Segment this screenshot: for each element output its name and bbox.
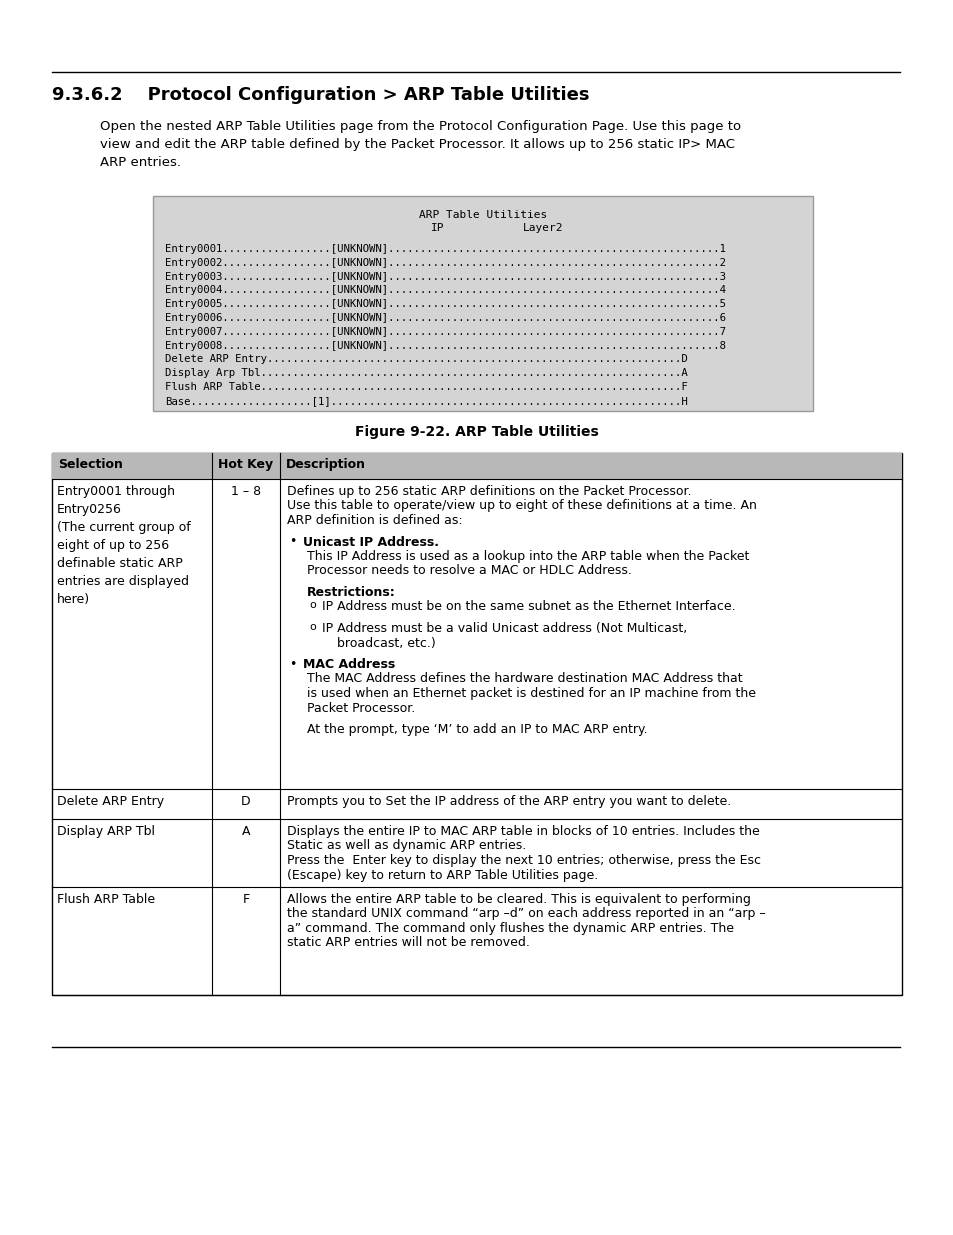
Text: Entry0008.................[UNKNOWN].............................................: Entry0008.................[UNKNOWN].....… <box>165 341 725 351</box>
Text: Processor needs to resolve a MAC or HDLC Address.: Processor needs to resolve a MAC or HDLC… <box>307 564 631 578</box>
Text: view and edit the ARP table defined by the Packet Processor. It allows up to 256: view and edit the ARP table defined by t… <box>100 138 734 151</box>
Text: Display Arp Tbl.................................................................: Display Arp Tbl.........................… <box>165 368 687 378</box>
Text: Base...................[1]......................................................: Base...................[1]..............… <box>165 395 687 406</box>
Text: Prompts you to Set the IP address of the ARP entry you want to delete.: Prompts you to Set the IP address of the… <box>287 795 731 808</box>
Text: Open the nested ARP Table Utilities page from the Protocol Configuration Page. U: Open the nested ARP Table Utilities page… <box>100 120 740 133</box>
Text: Entry0006.................[UNKNOWN].............................................: Entry0006.................[UNKNOWN].....… <box>165 312 725 324</box>
Text: Display ARP Tbl: Display ARP Tbl <box>57 825 154 839</box>
Text: static ARP entries will not be removed.: static ARP entries will not be removed. <box>287 936 529 950</box>
Text: Static as well as dynamic ARP entries.: Static as well as dynamic ARP entries. <box>287 840 526 852</box>
Text: IP Address must be on the same subnet as the Ethernet Interface.: IP Address must be on the same subnet as… <box>322 600 735 614</box>
Text: Entry0003.................[UNKNOWN].............................................: Entry0003.................[UNKNOWN].....… <box>165 272 725 282</box>
Text: Entry0001.................[UNKNOWN].............................................: Entry0001.................[UNKNOWN].....… <box>165 245 725 254</box>
Text: the standard UNIX command “arp –d” on each address reported in an “arp –: the standard UNIX command “arp –d” on ea… <box>287 908 765 920</box>
Text: 9.3.6.2    Protocol Configuration > ARP Table Utilities: 9.3.6.2 Protocol Configuration > ARP Tab… <box>52 86 589 104</box>
Text: Use this table to operate/view up to eight of these definitions at a time. An: Use this table to operate/view up to eig… <box>287 499 756 513</box>
Text: At the prompt, type ‘M’ to add an IP to MAC ARP entry.: At the prompt, type ‘M’ to add an IP to … <box>307 722 647 736</box>
Text: ARP entries.: ARP entries. <box>100 156 181 169</box>
Text: is used when an Ethernet packet is destined for an IP machine from the: is used when an Ethernet packet is desti… <box>307 687 755 700</box>
Text: •: • <box>289 658 296 671</box>
Text: Selection: Selection <box>58 458 123 471</box>
Text: Layer2: Layer2 <box>522 224 562 233</box>
Text: Entry0005.................[UNKNOWN].............................................: Entry0005.................[UNKNOWN].....… <box>165 299 725 309</box>
Text: This IP Address is used as a lookup into the ARP table when the Packet: This IP Address is used as a lookup into… <box>307 550 749 563</box>
Text: Restrictions:: Restrictions: <box>307 585 395 599</box>
Text: Delete ARP Entry: Delete ARP Entry <box>57 795 164 808</box>
Text: Allows the entire ARP table to be cleared. This is equivalent to performing: Allows the entire ARP table to be cleare… <box>287 893 750 906</box>
Text: 1 – 8: 1 – 8 <box>231 485 261 498</box>
Text: Entry0001 through
Entry0256
(The current group of
eight of up to 256
definable s: Entry0001 through Entry0256 (The current… <box>57 485 191 606</box>
Text: IP Address must be a valid Unicast address (Not Multicast,: IP Address must be a valid Unicast addre… <box>322 622 686 635</box>
Text: Entry0004.................[UNKNOWN].............................................: Entry0004.................[UNKNOWN].....… <box>165 285 725 295</box>
Text: o: o <box>309 600 315 610</box>
Text: Description: Description <box>286 458 366 471</box>
Text: Packet Processor.: Packet Processor. <box>307 701 415 715</box>
Text: ARP Table Utilities: ARP Table Utilities <box>418 210 547 220</box>
Text: •: • <box>289 536 296 548</box>
Bar <box>52 453 901 995</box>
Bar <box>152 196 812 411</box>
Text: Unicast IP Address.: Unicast IP Address. <box>303 536 438 548</box>
Text: (Escape) key to return to ARP Table Utilities page.: (Escape) key to return to ARP Table Util… <box>287 868 598 882</box>
Text: Flush ARP Table.................................................................: Flush ARP Table.........................… <box>165 382 687 391</box>
Text: broadcast, etc.): broadcast, etc.) <box>336 636 436 650</box>
Text: Defines up to 256 static ARP definitions on the Packet Processor.: Defines up to 256 static ARP definitions… <box>287 485 691 498</box>
Text: Press the  Enter key to display the next 10 entries; otherwise, press the Esc: Press the Enter key to display the next … <box>287 853 760 867</box>
Text: Hot Key: Hot Key <box>218 458 273 471</box>
Text: F: F <box>242 893 250 906</box>
Text: o: o <box>309 622 315 632</box>
Text: Entry0007.................[UNKNOWN].............................................: Entry0007.................[UNKNOWN].....… <box>165 327 725 337</box>
Text: ARP definition is defined as:: ARP definition is defined as: <box>287 514 462 527</box>
Text: Entry0002.................[UNKNOWN].............................................: Entry0002.................[UNKNOWN].....… <box>165 258 725 268</box>
Text: Displays the entire IP to MAC ARP table in blocks of 10 entries. Includes the: Displays the entire IP to MAC ARP table … <box>287 825 759 839</box>
Text: D: D <box>241 795 251 808</box>
Text: MAC Address: MAC Address <box>303 658 395 671</box>
Text: IP: IP <box>431 224 444 233</box>
Text: Flush ARP Table: Flush ARP Table <box>57 893 155 906</box>
Text: Figure 9-22. ARP Table Utilities: Figure 9-22. ARP Table Utilities <box>355 425 598 438</box>
Text: A: A <box>241 825 250 839</box>
Text: a” command. The command only flushes the dynamic ARP entries. The: a” command. The command only flushes the… <box>287 923 733 935</box>
Text: The MAC Address defines the hardware destination MAC Address that: The MAC Address defines the hardware des… <box>307 673 741 685</box>
Bar <box>52 453 901 479</box>
Text: Delete ARP Entry................................................................: Delete ARP Entry........................… <box>165 354 687 364</box>
